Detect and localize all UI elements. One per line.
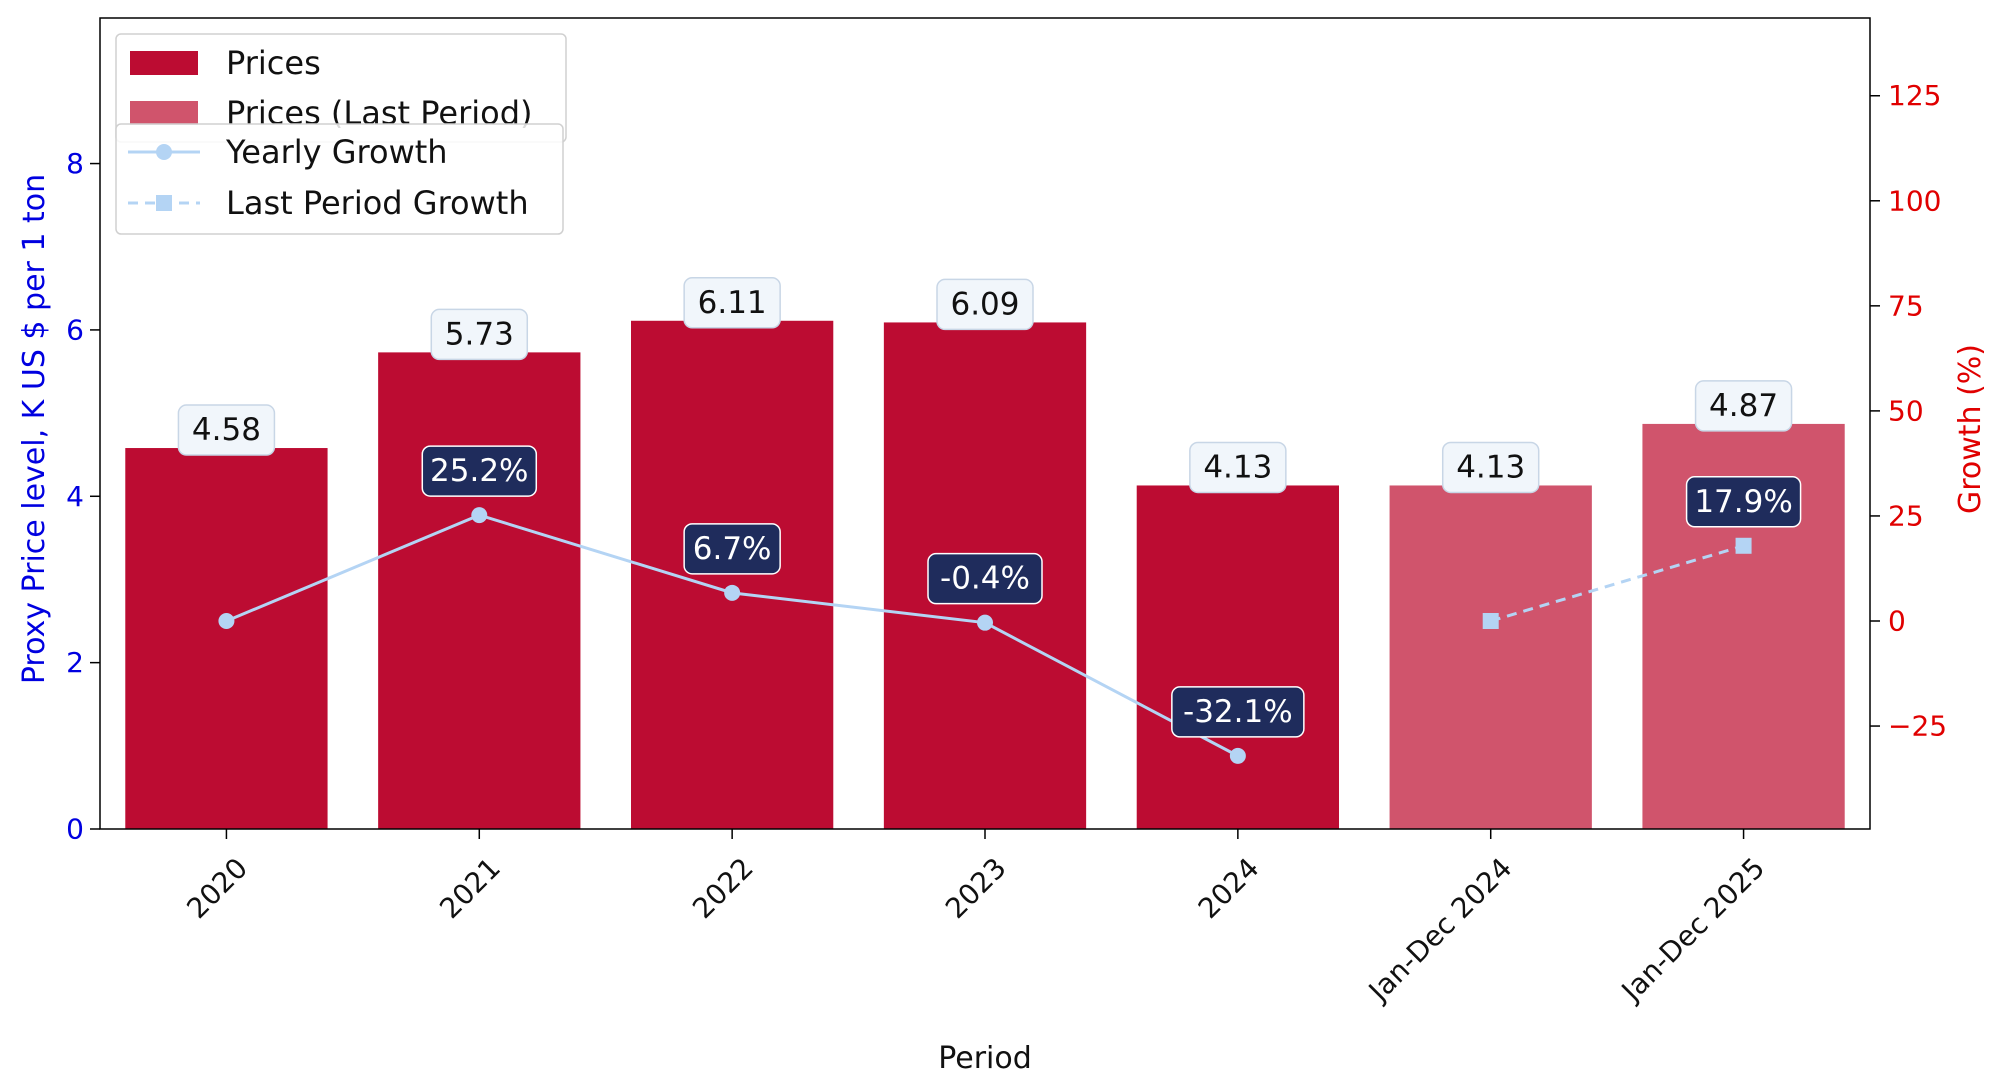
- price-label-5-text: 4.13: [1456, 449, 1525, 485]
- price-label-6-text: 4.87: [1709, 388, 1778, 424]
- growth-label-2-text: 6.7%: [693, 531, 772, 567]
- legend-prices-last-swatch: [130, 101, 198, 125]
- growth-label-3: -0.4%: [927, 552, 1043, 605]
- yearly-growth-point-1: [471, 507, 488, 524]
- price-label-4-box: [1189, 441, 1287, 494]
- legend-yearly-growth-marker: [156, 144, 172, 160]
- growth-lines-layer: [218, 507, 1752, 764]
- x-tick-label-4: 2024: [1192, 851, 1266, 925]
- growth-label-3-text: -0.4%: [940, 561, 1030, 597]
- legend-last-period-growth-label: Last Period Growth: [226, 184, 529, 222]
- y2-tick-label-4: 75: [1888, 289, 1924, 322]
- x-tick-label-3: 2023: [939, 851, 1013, 925]
- growth-label-3-box: [927, 552, 1043, 605]
- bar-prices-4: [1136, 485, 1339, 829]
- legend-lines-box: [115, 123, 564, 235]
- y-tick-label-3: 6: [66, 313, 84, 346]
- x-tick-label-1: 2021: [433, 851, 507, 925]
- x-axis-title: Period: [938, 1041, 1032, 1076]
- y2-tick-label-0: −25: [1888, 710, 1947, 743]
- price-label-2-box: [683, 277, 781, 329]
- growth-label-1: 25.2%: [421, 445, 538, 497]
- growth-label-4-box: [1171, 686, 1305, 738]
- price-label-3-text: 6.09: [950, 286, 1019, 322]
- price-label-0-box: [177, 404, 276, 456]
- y2-tick-label-3: 50: [1888, 394, 1924, 427]
- data-labels-layer: 4.58 5.73 6.11 6.09 4.13 4.13 4.87 25.2% 6.7% -0.…: [177, 277, 1802, 738]
- x-tick-label-6: Jan-Dec 2025: [1614, 851, 1771, 1008]
- price-label-5: 4.13: [1441, 441, 1540, 494]
- growth-label-2-box: [683, 523, 781, 575]
- bar-prices-last-5: [1389, 485, 1592, 829]
- bars-layer: [125, 320, 1845, 829]
- yearly-growth-point-3: [977, 614, 993, 631]
- price-label-4-text: 4.13: [1203, 449, 1272, 485]
- growth-label-2: 6.7%: [683, 523, 781, 575]
- x-tick-label-2: 2022: [686, 851, 760, 925]
- price-label-4: 4.13: [1189, 441, 1287, 494]
- y-tick-label-1: 2: [66, 646, 84, 679]
- growth-label-6-text: 17.9%: [1694, 484, 1792, 520]
- price-label-1-text: 5.73: [445, 316, 514, 352]
- x-tick-label-0: 2020: [180, 851, 254, 925]
- growth-label-6: 17.9%: [1685, 476, 1802, 528]
- growth-label-4-text: -32.1%: [1183, 694, 1293, 730]
- price-label-3: 6.09: [936, 278, 1034, 331]
- price-label-0-text: 4.58: [192, 412, 261, 448]
- y2-axis-title: Growth (%): [1953, 344, 1988, 514]
- y-tick-label-0: 0: [66, 813, 84, 846]
- last-period-growth-line: [1490, 544, 1744, 623]
- legend-prices-swatch: [130, 51, 198, 75]
- last-period-growth-point-5: [1482, 612, 1499, 629]
- growth-label-4: -32.1%: [1171, 686, 1305, 738]
- bar-prices-1: [378, 352, 581, 829]
- yearly-growth-point-0: [218, 612, 235, 629]
- price-label-6: 4.87: [1694, 380, 1793, 432]
- y2-tick-label-5: 100: [1888, 184, 1941, 217]
- legend-yearly-growth-label: Yearly Growth: [225, 133, 448, 171]
- legend-last-period-growth-marker: [156, 195, 172, 211]
- legend-prices-label: Prices: [226, 44, 321, 82]
- price-label-2: 6.11: [683, 277, 781, 329]
- price-label-1: 5.73: [430, 308, 529, 361]
- price-label-2-text: 6.11: [698, 285, 767, 321]
- y2-tick-label-6: 125: [1888, 79, 1941, 112]
- x-tick-label-5: Jan-Dec 2024: [1361, 851, 1518, 1008]
- price-label-0: 4.58: [177, 404, 276, 456]
- last-period-growth-point-6: [1735, 537, 1752, 554]
- price-label-6-box: [1694, 380, 1793, 432]
- y-axis-title: Proxy Price level, K US $ per 1 ton: [17, 174, 52, 684]
- price-label-1-box: [430, 308, 529, 361]
- yearly-growth-point-2: [724, 584, 741, 601]
- bar-prices-2: [631, 320, 834, 829]
- y2-tick-label-1: 0: [1888, 604, 1906, 637]
- yearly-growth-point-4: [1229, 747, 1246, 764]
- growth-label-1-box: [421, 445, 538, 497]
- price-label-5-box: [1441, 441, 1540, 494]
- y2-tick-label-2: 25: [1888, 499, 1924, 532]
- price-label-3-box: [936, 278, 1034, 331]
- y-tick-label-4: 8: [66, 147, 84, 180]
- growth-label-6-box: [1685, 476, 1802, 528]
- bar-prices-0: [125, 448, 328, 829]
- y-tick-label-2: 4: [66, 480, 84, 513]
- growth-label-1-text: 25.2%: [430, 453, 528, 489]
